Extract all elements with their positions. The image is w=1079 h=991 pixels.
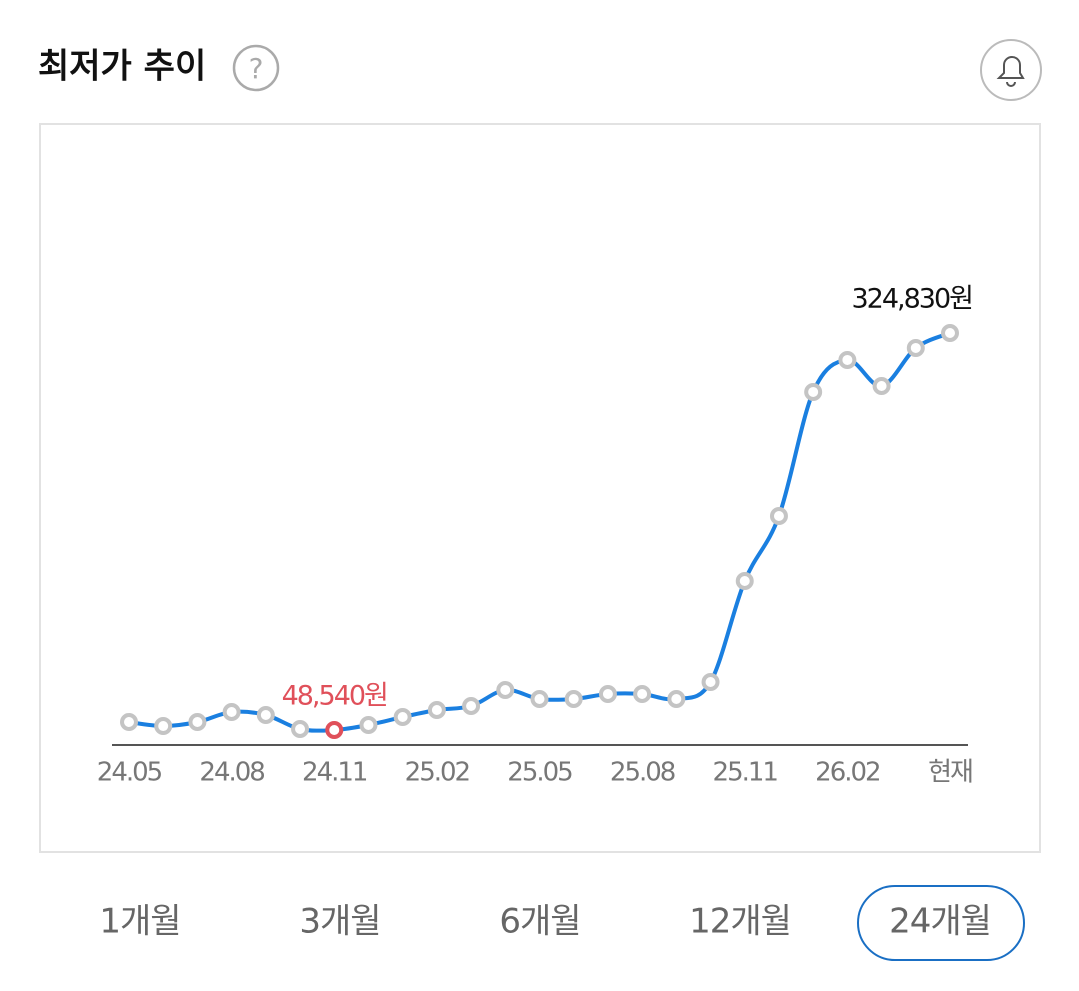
point [633, 684, 652, 703]
point [941, 324, 959, 342]
point [667, 689, 686, 708]
point [222, 702, 241, 721]
help-icon[interactable]: ? [232, 44, 280, 92]
title: 최저가 추이 [38, 47, 206, 87]
period-tab[interactable]: 1개월 [99, 902, 181, 942]
point [804, 382, 823, 401]
x-tick-label: 현재 [928, 758, 972, 788]
lowest-point [325, 721, 344, 739]
x-tick-label: 24.08 [199, 758, 264, 788]
x-tick-label: 24.11 [302, 758, 367, 788]
point [496, 680, 515, 699]
point [393, 707, 412, 726]
x-tick-label: 25.05 [507, 758, 572, 788]
x-tick-label: 24.05 [97, 758, 162, 788]
point [598, 684, 617, 703]
x-tick-label: 26.02 [815, 758, 879, 788]
x-tick-label: 25.11 [713, 758, 778, 788]
x-tick-label: 25.08 [610, 758, 675, 788]
period-tab[interactable]: 12개월 [689, 902, 792, 942]
point [120, 713, 138, 732]
point [291, 719, 310, 738]
point [564, 689, 583, 708]
point [188, 713, 207, 732]
chart-box [39, 123, 1041, 853]
point [872, 376, 891, 395]
point [359, 715, 378, 734]
x-tick-label: 25.02 [405, 758, 469, 788]
svg-text:?: ? [249, 52, 264, 85]
point [701, 672, 720, 691]
period-tabs: 1개월 3개월 6개월 12개월 24개월 [99, 885, 1025, 961]
point [769, 506, 788, 525]
period-tab[interactable]: 6개월 [499, 902, 581, 942]
point [530, 689, 549, 708]
value-label: 48,540원 [282, 681, 387, 712]
period-tab[interactable]: 24개월 [889, 902, 992, 942]
point [154, 717, 173, 736]
alert-button[interactable] [980, 39, 1042, 101]
point [256, 705, 275, 724]
value-label: 324,830원 [852, 284, 973, 315]
point [838, 350, 857, 369]
plot: 24.05 24.08 24.11 25.02 25.05 25.08 25.11 26.02… [97, 284, 974, 788]
point [735, 571, 754, 590]
point [427, 700, 446, 719]
point [462, 697, 481, 716]
period-tab[interactable]: 3개월 [299, 902, 381, 942]
point [906, 338, 925, 357]
tab-selected-pill[interactable] [857, 885, 1025, 961]
